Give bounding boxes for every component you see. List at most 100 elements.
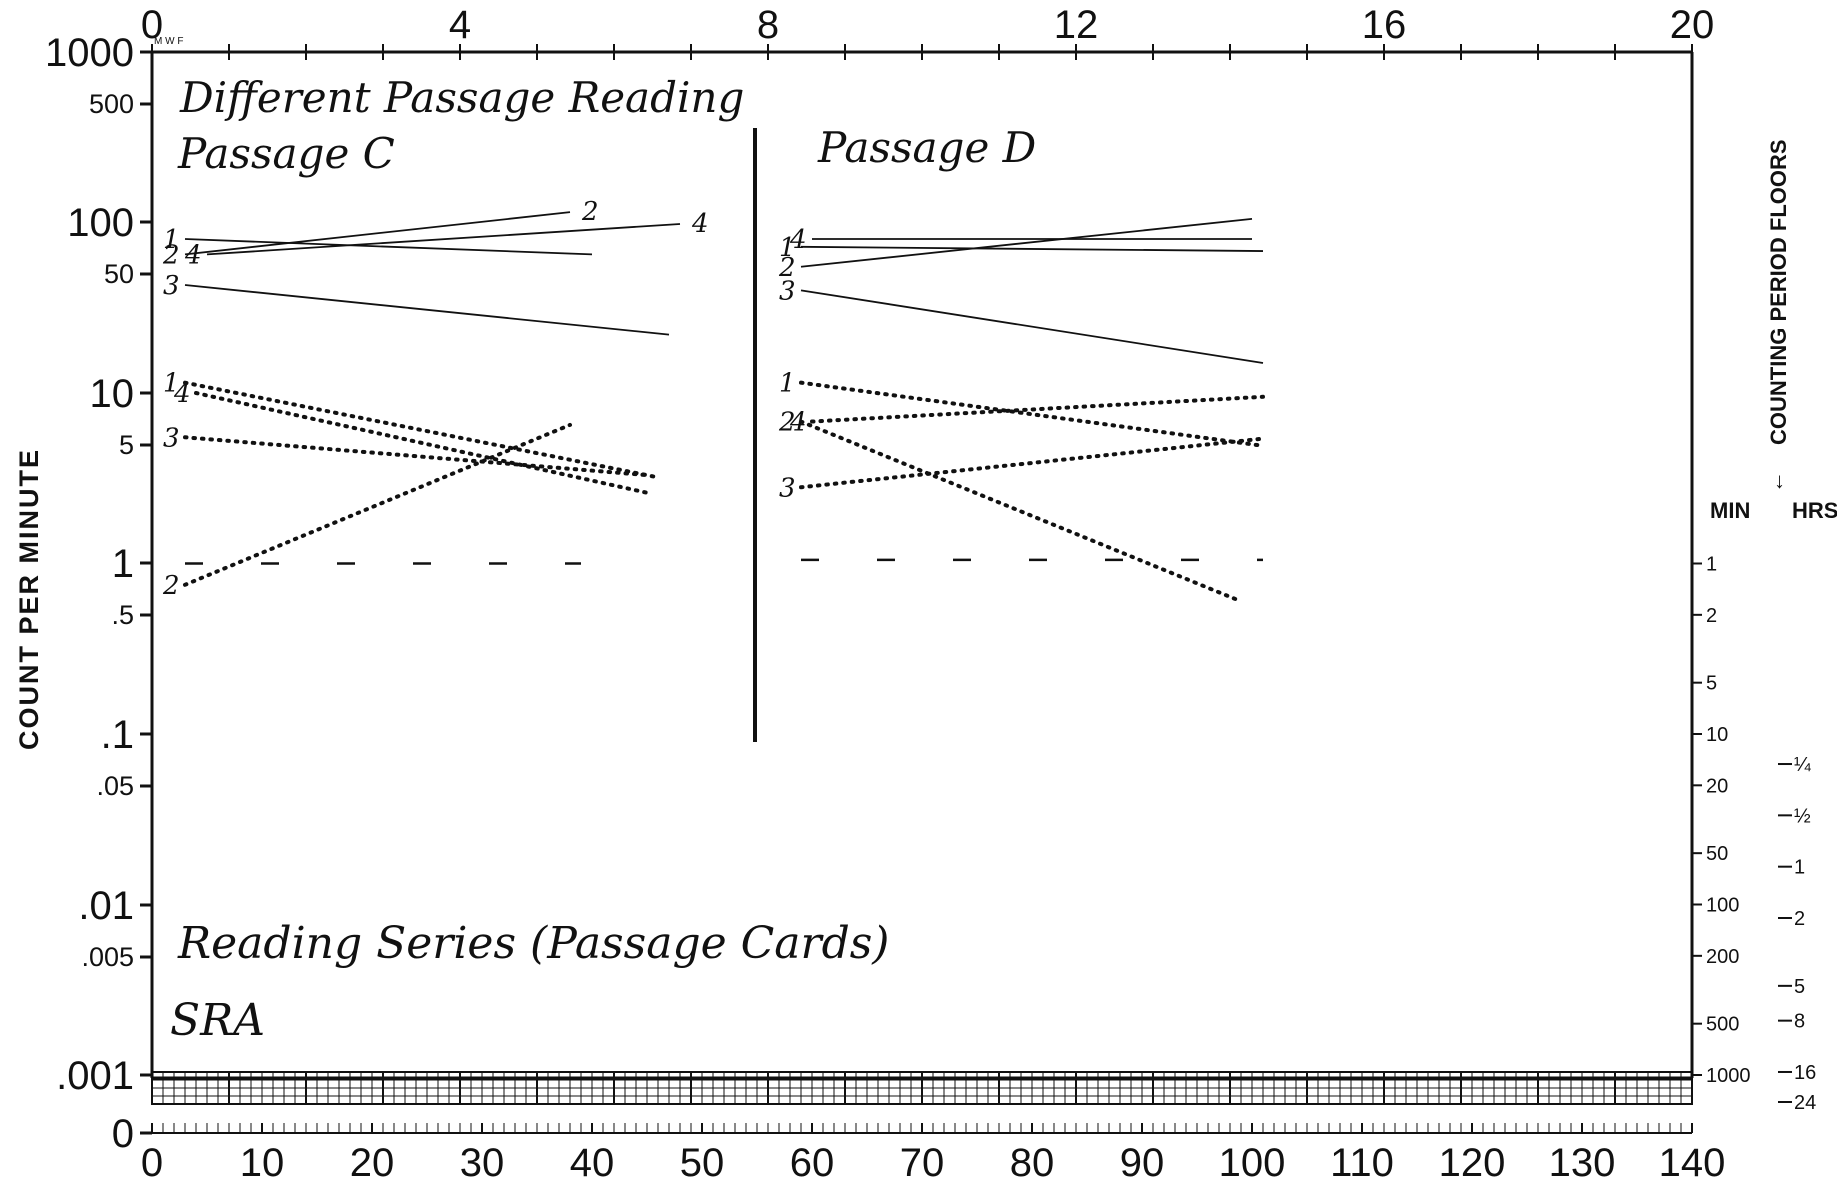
min-header: MIN [1710, 498, 1750, 523]
floor-min-label: 2 [1706, 605, 1717, 627]
series-error-line [799, 380, 1265, 448]
series-start-label: 2 [162, 571, 180, 601]
top-tick-label: 8 [757, 3, 779, 47]
top-tick-label: 16 [1362, 3, 1407, 47]
phase2-label: Passage D [817, 123, 1036, 172]
mwf-label: M W F [154, 36, 183, 47]
hrs-header: HRS [1792, 498, 1837, 523]
series-start-label: 4 [173, 379, 191, 409]
bottom-grid-strip [151, 1071, 1693, 1105]
floor-min-label: 1000 [1706, 1065, 1751, 1087]
series-error-line [183, 422, 572, 587]
series-start-label: 2 [162, 240, 180, 270]
y-tick-label: 50 [104, 259, 134, 289]
y-tick-label: 0 [112, 1112, 134, 1156]
floor-min-label: 20 [1706, 775, 1728, 797]
top-tick-label: 12 [1054, 3, 1099, 47]
bottom-tick-label: 70 [900, 1141, 945, 1185]
series-start-label: 2 [778, 253, 796, 283]
series-correct-line [800, 245, 1264, 252]
series-correct-line [184, 211, 571, 256]
series-correct-line [800, 289, 1264, 364]
y-tick-label: .1 [101, 713, 134, 757]
floor-hrs-label: 2 [1794, 908, 1805, 930]
series-start-label: 4 [789, 225, 807, 255]
bottom-tick-label: 120 [1439, 1141, 1506, 1185]
y-tick-label: 10 [90, 372, 135, 416]
series-start-label: 4 [184, 240, 202, 270]
floor-min-label: 10 [1706, 724, 1728, 746]
series-error-line [183, 380, 660, 480]
series-start-label: 3 [779, 276, 796, 306]
title-line-2: Passage C [177, 129, 395, 178]
bottom-tick-label: 0 [141, 1141, 163, 1185]
series-correct-line [800, 217, 1253, 268]
series-start-label: 1 [163, 225, 180, 255]
series-end-label: 4 [691, 209, 709, 239]
series-error-line [799, 419, 1243, 604]
y-tick-label: .001 [56, 1054, 134, 1098]
top-tick-label: 4 [449, 3, 471, 47]
floor-hrs-label: 24 [1794, 1092, 1816, 1114]
series-error-line [183, 435, 649, 478]
series-error-line [194, 391, 649, 495]
y-tick-label: .5 [111, 600, 134, 630]
floor-min-label: 5 [1706, 673, 1717, 695]
title-line-1: Different Passage Reading [179, 73, 744, 122]
bottom-axis-ticks: 0 10 20 30 40 50 60 70 80 90 100 110 120 130 140 [141, 1123, 1726, 1185]
bottom-tick-label: 60 [790, 1141, 835, 1185]
floor-hrs-label: 5 [1794, 976, 1805, 998]
floor-min-label: 500 [1706, 1014, 1739, 1036]
series-start-label: 4 [789, 408, 807, 438]
series-error-line [810, 394, 1265, 424]
bottom-tick-label: 20 [350, 1141, 395, 1185]
y-tick-label: .05 [96, 771, 134, 801]
y-tick-label: 5 [119, 430, 134, 460]
bottom-tick-label: 50 [680, 1141, 725, 1185]
floor-hrs-label: 8 [1794, 1011, 1805, 1033]
top-axis-ticks: 0 4 8 12 16 20 [141, 3, 1714, 60]
y-tick-label: 500 [89, 89, 134, 119]
series-start-label: 1 [779, 369, 796, 399]
y-tick-label: 1000 [45, 31, 134, 75]
floor-hrs-label: ¼ [1794, 754, 1811, 776]
bottom-tick-label: 10 [240, 1141, 285, 1185]
footer-line-2: SRA [170, 995, 265, 1046]
floor-hrs-label: ½ [1794, 805, 1811, 827]
series-start-label: 3 [163, 271, 180, 301]
y-tick-label: 100 [67, 201, 134, 245]
series-start-label: 2 [778, 408, 796, 438]
bottom-tick-label: 130 [1549, 1141, 1616, 1185]
floor-min-label: 1 [1706, 554, 1717, 576]
right-axis: 1 2 5 10 20 50 100 200 500 1000 ¼ ½ 1 2 5 8 16 24 [1692, 554, 1816, 1114]
bottom-tick-label: 110 [1330, 1141, 1394, 1185]
bottom-tick-label: 90 [1120, 1141, 1165, 1185]
y-axis-ticks: 1000 500 100 50 10 5 1 .5 .1 .05 .01 .005 .001 0 [45, 31, 152, 1156]
series-start-label: 3 [779, 473, 796, 503]
y-tick-label: .005 [81, 942, 134, 972]
series-start-label: 3 [163, 423, 180, 453]
bottom-tick-label: 140 [1659, 1141, 1726, 1185]
bottom-tick-label: 100 [1219, 1141, 1286, 1185]
right-axis-arrow: ↓ [1774, 468, 1785, 493]
right-axis-title: COUNTING PERIOD FLOORS [1766, 139, 1791, 445]
floor-hrs-label: 1 [1794, 857, 1805, 879]
series-end-label: 2 [581, 197, 599, 227]
y-tick-label: .01 [78, 884, 134, 928]
series-start-label: 1 [163, 369, 180, 399]
series-correct-line [184, 238, 593, 256]
top-tick-label: 0 [141, 3, 163, 47]
series-error-line [799, 436, 1265, 490]
footer-line-1: Reading Series (Passage Cards) [177, 918, 889, 969]
bottom-tick-label: 40 [570, 1141, 615, 1185]
bottom-tick-label: 80 [1010, 1141, 1055, 1185]
floor-min-label: 50 [1706, 843, 1728, 865]
y-tick-label: 1 [112, 542, 134, 586]
y-axis-title: COUNT PER MINUTE [14, 448, 44, 750]
series-start-label: 1 [779, 233, 796, 263]
floor-min-label: 200 [1706, 946, 1739, 968]
